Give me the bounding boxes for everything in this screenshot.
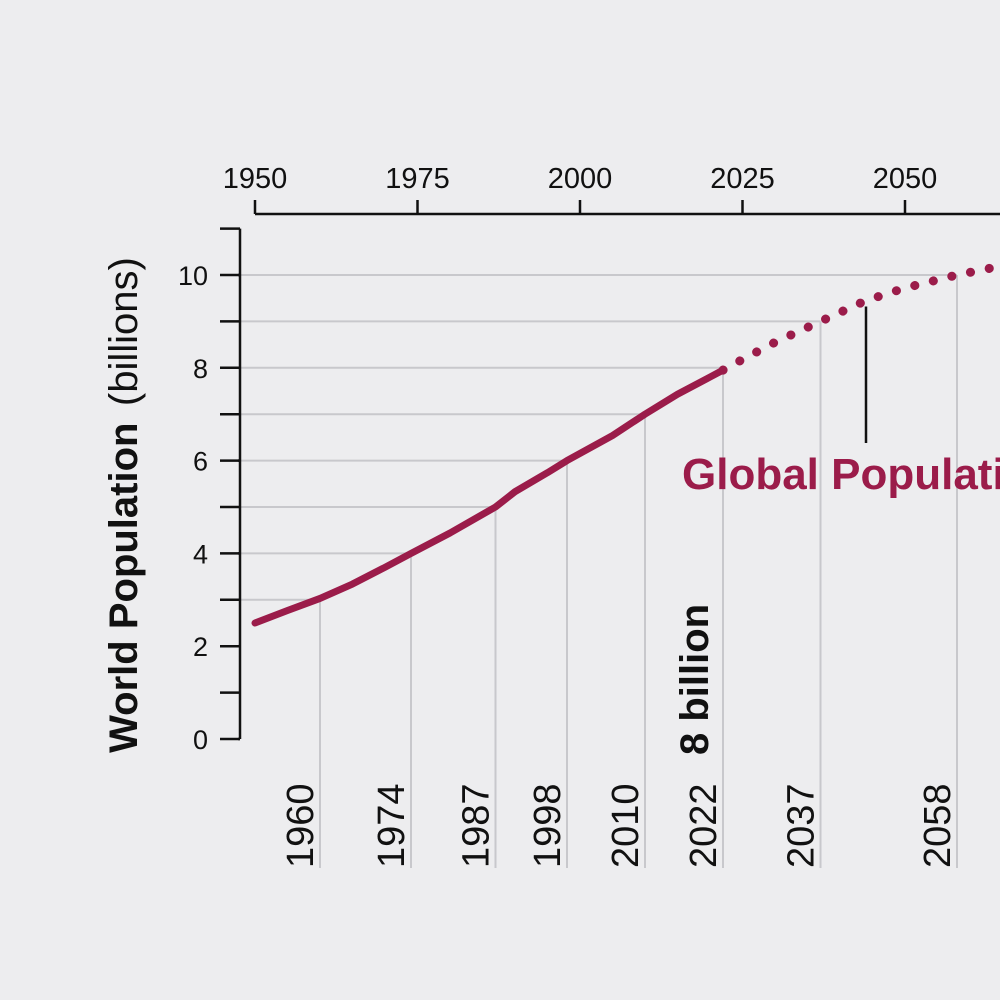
y-axis-label: World Population (billions) xyxy=(102,257,146,753)
y-axis-label-main: World Population xyxy=(102,423,146,753)
y-tick-label-0: 0 xyxy=(193,725,208,755)
series xyxy=(251,261,1000,627)
y-tick-label-4: 4 xyxy=(193,539,208,569)
milestone-label-2037: 2037 xyxy=(781,783,823,868)
eight-billion-callout: 8 billion xyxy=(673,604,717,755)
population-line xyxy=(251,366,727,627)
milestone-label-2010: 2010 xyxy=(605,783,647,868)
milestone-label-2022: 2022 xyxy=(683,783,725,868)
y-tick-label-8: 8 xyxy=(193,354,208,384)
y-tick-label-6: 6 xyxy=(193,447,208,477)
labels: World Population (billions) 1960 1974 1987… xyxy=(102,257,1000,868)
top-tick-label-2050: 2050 xyxy=(873,163,938,195)
top-tick-label-1975: 1975 xyxy=(385,163,450,195)
milestone-label-1960: 1960 xyxy=(280,783,322,868)
milestone-label-1974: 1974 xyxy=(371,783,413,868)
y-tick-label-2: 2 xyxy=(193,632,208,662)
top-tick-label-2025: 2025 xyxy=(710,163,775,195)
y-tick-label-10: 10 xyxy=(178,261,208,291)
gridlines xyxy=(240,274,958,868)
series-label: Global Population xyxy=(682,450,1000,499)
y-axis-label-unit: (billions) xyxy=(102,257,146,406)
milestone-label-2058: 2058 xyxy=(917,783,959,868)
top-tick-label-1950: 1950 xyxy=(223,163,288,195)
milestone-label-1998: 1998 xyxy=(527,783,569,868)
projection-line xyxy=(718,261,1000,375)
milestone-label-1987: 1987 xyxy=(456,783,498,868)
top-tick-label-2000: 2000 xyxy=(548,163,613,195)
axes: 0 2 4 6 8 10 1950 1975 2000 2025 2050 xyxy=(178,163,1000,755)
